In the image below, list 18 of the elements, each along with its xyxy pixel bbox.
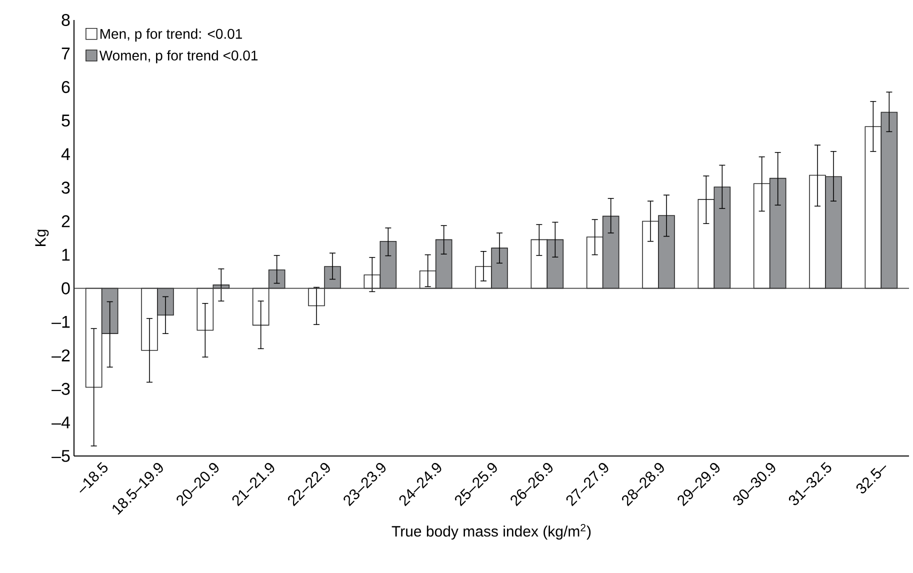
x-axis-title: True body mass index (kg/m$^{2}$) (392, 524, 591, 540)
y-tick-label: –2 (52, 349, 70, 362)
y-tick-label: 7 (62, 48, 70, 60)
y-tick-label: 5 (62, 114, 70, 127)
y-tick-label: –4 (52, 416, 70, 428)
y-tick-label: 0 (62, 282, 70, 294)
y-tick-label: –3 (52, 382, 70, 395)
y-tick-label: 6 (62, 81, 70, 94)
y-tick-label: 8 (62, 14, 70, 26)
y-tick-label: 2 (62, 215, 70, 228)
y-tick-label: 1 (62, 248, 70, 261)
y-tick-label: 3 (62, 182, 70, 194)
legend-label: Men, p for trend: <0.01 (100, 28, 242, 42)
y-axis-title: Kg (35, 230, 49, 246)
y-tick-label: –5 (52, 450, 70, 462)
y-tick-label: 4 (61, 148, 70, 160)
legend-label: Women, p for trend <0.01 (99, 50, 258, 64)
y-tick-label: –1 (52, 316, 70, 328)
